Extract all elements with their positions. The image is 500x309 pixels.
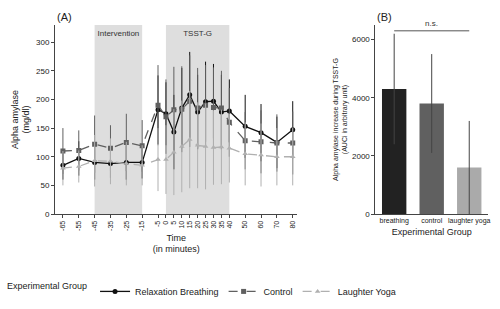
svg-text:100: 100 [36, 153, 50, 162]
svg-text:6000: 6000 [352, 35, 370, 44]
svg-text:30: 30 [210, 221, 217, 229]
svg-text:2000: 2000 [352, 152, 370, 161]
svg-text:4000: 4000 [352, 93, 370, 102]
svg-text:300: 300 [36, 38, 50, 47]
svg-text:-35: -35 [107, 221, 114, 231]
svg-text:control: control [421, 217, 442, 224]
svg-text:15: 15 [186, 221, 193, 229]
svg-text:Alpha amylase increase during: Alpha amylase increase during TSST-G(AUC… [332, 58, 349, 181]
svg-text:Experimental Group: Experimental Group [7, 281, 87, 291]
svg-text:n.s.: n.s. [425, 19, 438, 28]
svg-text:50: 50 [241, 221, 248, 229]
svg-text:Control: Control [264, 287, 293, 297]
svg-text:laughter yoga: laughter yoga [448, 217, 491, 225]
svg-text:20: 20 [194, 221, 201, 229]
svg-text:Experimental Group: Experimental Group [392, 227, 472, 237]
svg-text:70: 70 [273, 221, 280, 229]
svg-text:Intervention: Intervention [97, 29, 139, 38]
svg-text:200: 200 [36, 95, 50, 104]
svg-text:60: 60 [257, 221, 264, 229]
svg-text:Alpha amylase(mg/dl): Alpha amylase(mg/dl) [10, 90, 32, 149]
svg-text:10: 10 [178, 221, 185, 229]
svg-text:-65: -65 [59, 221, 66, 231]
svg-text:25: 25 [202, 221, 209, 229]
svg-text:0: 0 [365, 210, 370, 219]
svg-text:-55: -55 [75, 221, 82, 231]
svg-text:Time(in minutes): Time(in minutes) [153, 233, 200, 255]
svg-text:Relaxation Breathing: Relaxation Breathing [135, 287, 219, 297]
svg-text:40: 40 [226, 221, 233, 229]
svg-text:(A): (A) [57, 11, 72, 23]
svg-text:150: 150 [36, 124, 50, 133]
svg-text:-45: -45 [91, 221, 98, 231]
svg-text:-5: -5 [154, 221, 161, 227]
svg-text:(B): (B) [377, 11, 392, 23]
svg-text:250: 250 [36, 67, 50, 76]
svg-text:Laughter Yoga: Laughter Yoga [338, 287, 396, 297]
svg-text:-25: -25 [123, 221, 130, 231]
svg-text:breathing: breathing [380, 217, 409, 225]
svg-text:-15: -15 [138, 221, 145, 231]
svg-text:0: 0 [45, 210, 50, 219]
svg-text:5: 5 [170, 221, 177, 225]
svg-text:0: 0 [162, 221, 169, 225]
svg-text:80: 80 [289, 221, 296, 229]
svg-text:TSST-G: TSST-G [183, 29, 212, 38]
svg-text:50: 50 [40, 181, 49, 190]
svg-text:35: 35 [218, 221, 225, 229]
